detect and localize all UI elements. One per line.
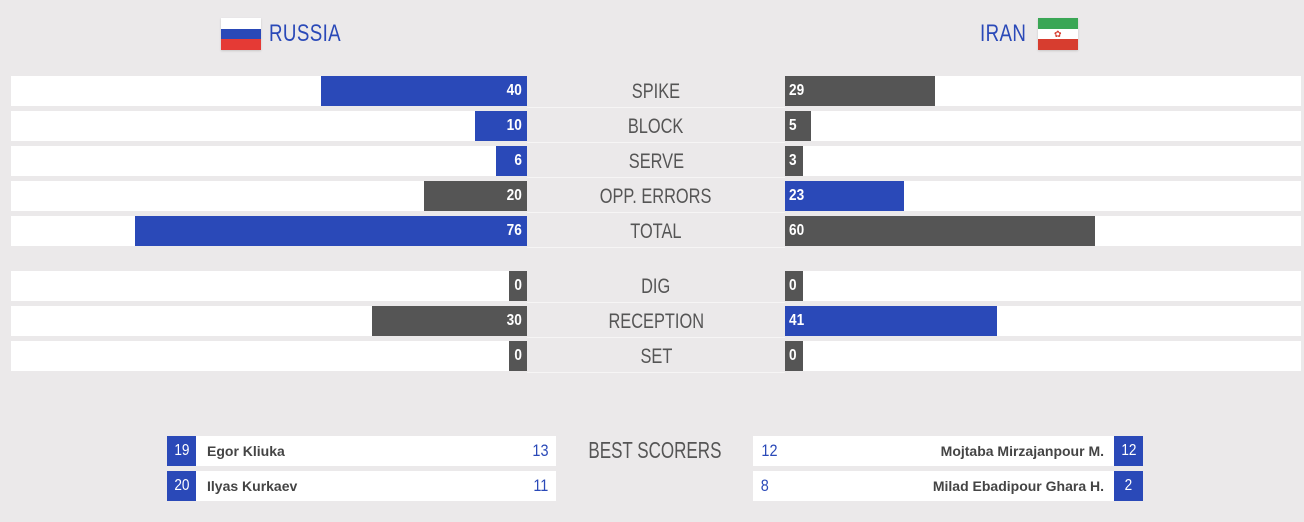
right-bar: 0: [785, 341, 803, 371]
left-bar: 76: [134, 216, 527, 246]
stat-divider: [527, 302, 785, 303]
left-bar: 0: [509, 271, 527, 301]
right-value: 5: [789, 117, 797, 134]
stat-label: DIG: [641, 275, 671, 298]
stat-row-total: 76 60 TOTAL: [0, 216, 1304, 248]
stat-divider: [527, 212, 785, 213]
left-track: 10: [11, 111, 527, 141]
right-value: 41: [789, 312, 805, 329]
left-value: 30: [506, 312, 522, 329]
stat-divider: [527, 372, 785, 373]
left-bar: 30: [372, 306, 527, 336]
right-track: 60: [785, 216, 1301, 246]
right-bar: 5: [785, 111, 811, 141]
left-value: 10: [506, 117, 522, 134]
right-bar: 29: [785, 76, 935, 106]
right-bar: 0: [785, 271, 803, 301]
stat-label: BLOCK: [628, 115, 684, 138]
left-value: 40: [506, 82, 522, 99]
player-points: 12: [761, 441, 778, 460]
iran-emblem-icon: ✿: [1054, 29, 1062, 39]
right-value: 3: [789, 152, 797, 169]
left-bar: 10: [475, 111, 527, 141]
left-bar: 20: [423, 181, 527, 211]
right-bar: 23: [785, 181, 904, 211]
left-value: 20: [506, 187, 522, 204]
stat-row-opp-errors: 20 23 OPP. ERRORS: [0, 181, 1304, 213]
jersey-number: 2: [1114, 471, 1143, 501]
stat-row-dig: 0 0 DIG: [0, 271, 1304, 303]
stat-label: SERVE: [628, 150, 684, 173]
right-track: 41: [785, 306, 1301, 336]
stat-divider: [527, 177, 785, 178]
player-points: 13: [532, 441, 549, 460]
right-track: 29: [785, 76, 1301, 106]
right-value: 29: [789, 82, 805, 99]
stat-row-set: 0 0 SET: [0, 341, 1304, 373]
stat-label: SPIKE: [631, 80, 681, 103]
left-value: 0: [514, 347, 522, 364]
left-track: 30: [11, 306, 527, 336]
right-track: 0: [785, 341, 1301, 371]
stat-row-spike: 40 29 SPIKE: [0, 76, 1304, 108]
player-name: Egor Kliuka: [207, 443, 285, 459]
player-points: 8: [760, 476, 769, 495]
stat-label: TOTAL: [630, 220, 682, 243]
right-bar: 41: [785, 306, 997, 336]
jersey-number: 20: [167, 471, 196, 501]
team-header-left: RUSSIA: [221, 18, 361, 51]
russia-flag-icon: [221, 18, 261, 51]
team-name-left: RUSSIA: [269, 20, 342, 47]
right-value: 0: [789, 347, 797, 364]
stat-label: OPP. ERRORS: [600, 185, 712, 208]
player-name: Milad Ebadipour Ghara H.: [932, 478, 1104, 494]
left-bar: 40: [320, 76, 527, 106]
best-scorers-label: BEST SCORERS: [588, 437, 722, 463]
left-track: 76: [11, 216, 527, 246]
left-value: 0: [514, 277, 522, 294]
stat-divider: [527, 107, 785, 108]
stat-divider: [527, 142, 785, 143]
left-track: 0: [11, 271, 527, 301]
right-value: 23: [789, 187, 805, 204]
jersey-number: 19: [167, 436, 196, 466]
stat-row-reception: 30 41 RECEPTION: [0, 306, 1304, 338]
stat-row-block: 10 5 BLOCK: [0, 111, 1304, 143]
stat-divider: [527, 337, 785, 338]
right-track: 5: [785, 111, 1301, 141]
stat-label: SET: [640, 345, 672, 368]
stat-label: RECEPTION: [608, 310, 704, 333]
player-name: Mojtaba Mirzajanpour M.: [940, 443, 1104, 459]
left-value: 76: [506, 222, 522, 239]
team-header-right: IRAN ✿: [967, 18, 1078, 51]
team-name-right: IRAN: [979, 20, 1026, 47]
stat-divider: [527, 247, 785, 248]
player-points: 11: [533, 476, 549, 495]
left-track: 0: [11, 341, 527, 371]
right-value: 60: [789, 222, 805, 239]
left-value: 6: [514, 152, 522, 169]
iran-flag-icon: ✿: [1038, 18, 1078, 51]
right-value: 0: [789, 277, 797, 294]
left-bar: 0: [509, 341, 527, 371]
stat-row-serve: 6 3 SERVE: [0, 146, 1304, 178]
left-track: 20: [11, 181, 527, 211]
left-track: 40: [11, 76, 527, 106]
right-bar: 3: [785, 146, 803, 176]
player-name: Ilyas Kurkaev: [207, 478, 298, 494]
right-track: 23: [785, 181, 1301, 211]
right-track: 0: [785, 271, 1301, 301]
right-bar: 60: [785, 216, 1095, 246]
left-track: 6: [11, 146, 527, 176]
left-bar: 6: [496, 146, 527, 176]
jersey-number: 12: [1114, 436, 1143, 466]
right-track: 3: [785, 146, 1301, 176]
